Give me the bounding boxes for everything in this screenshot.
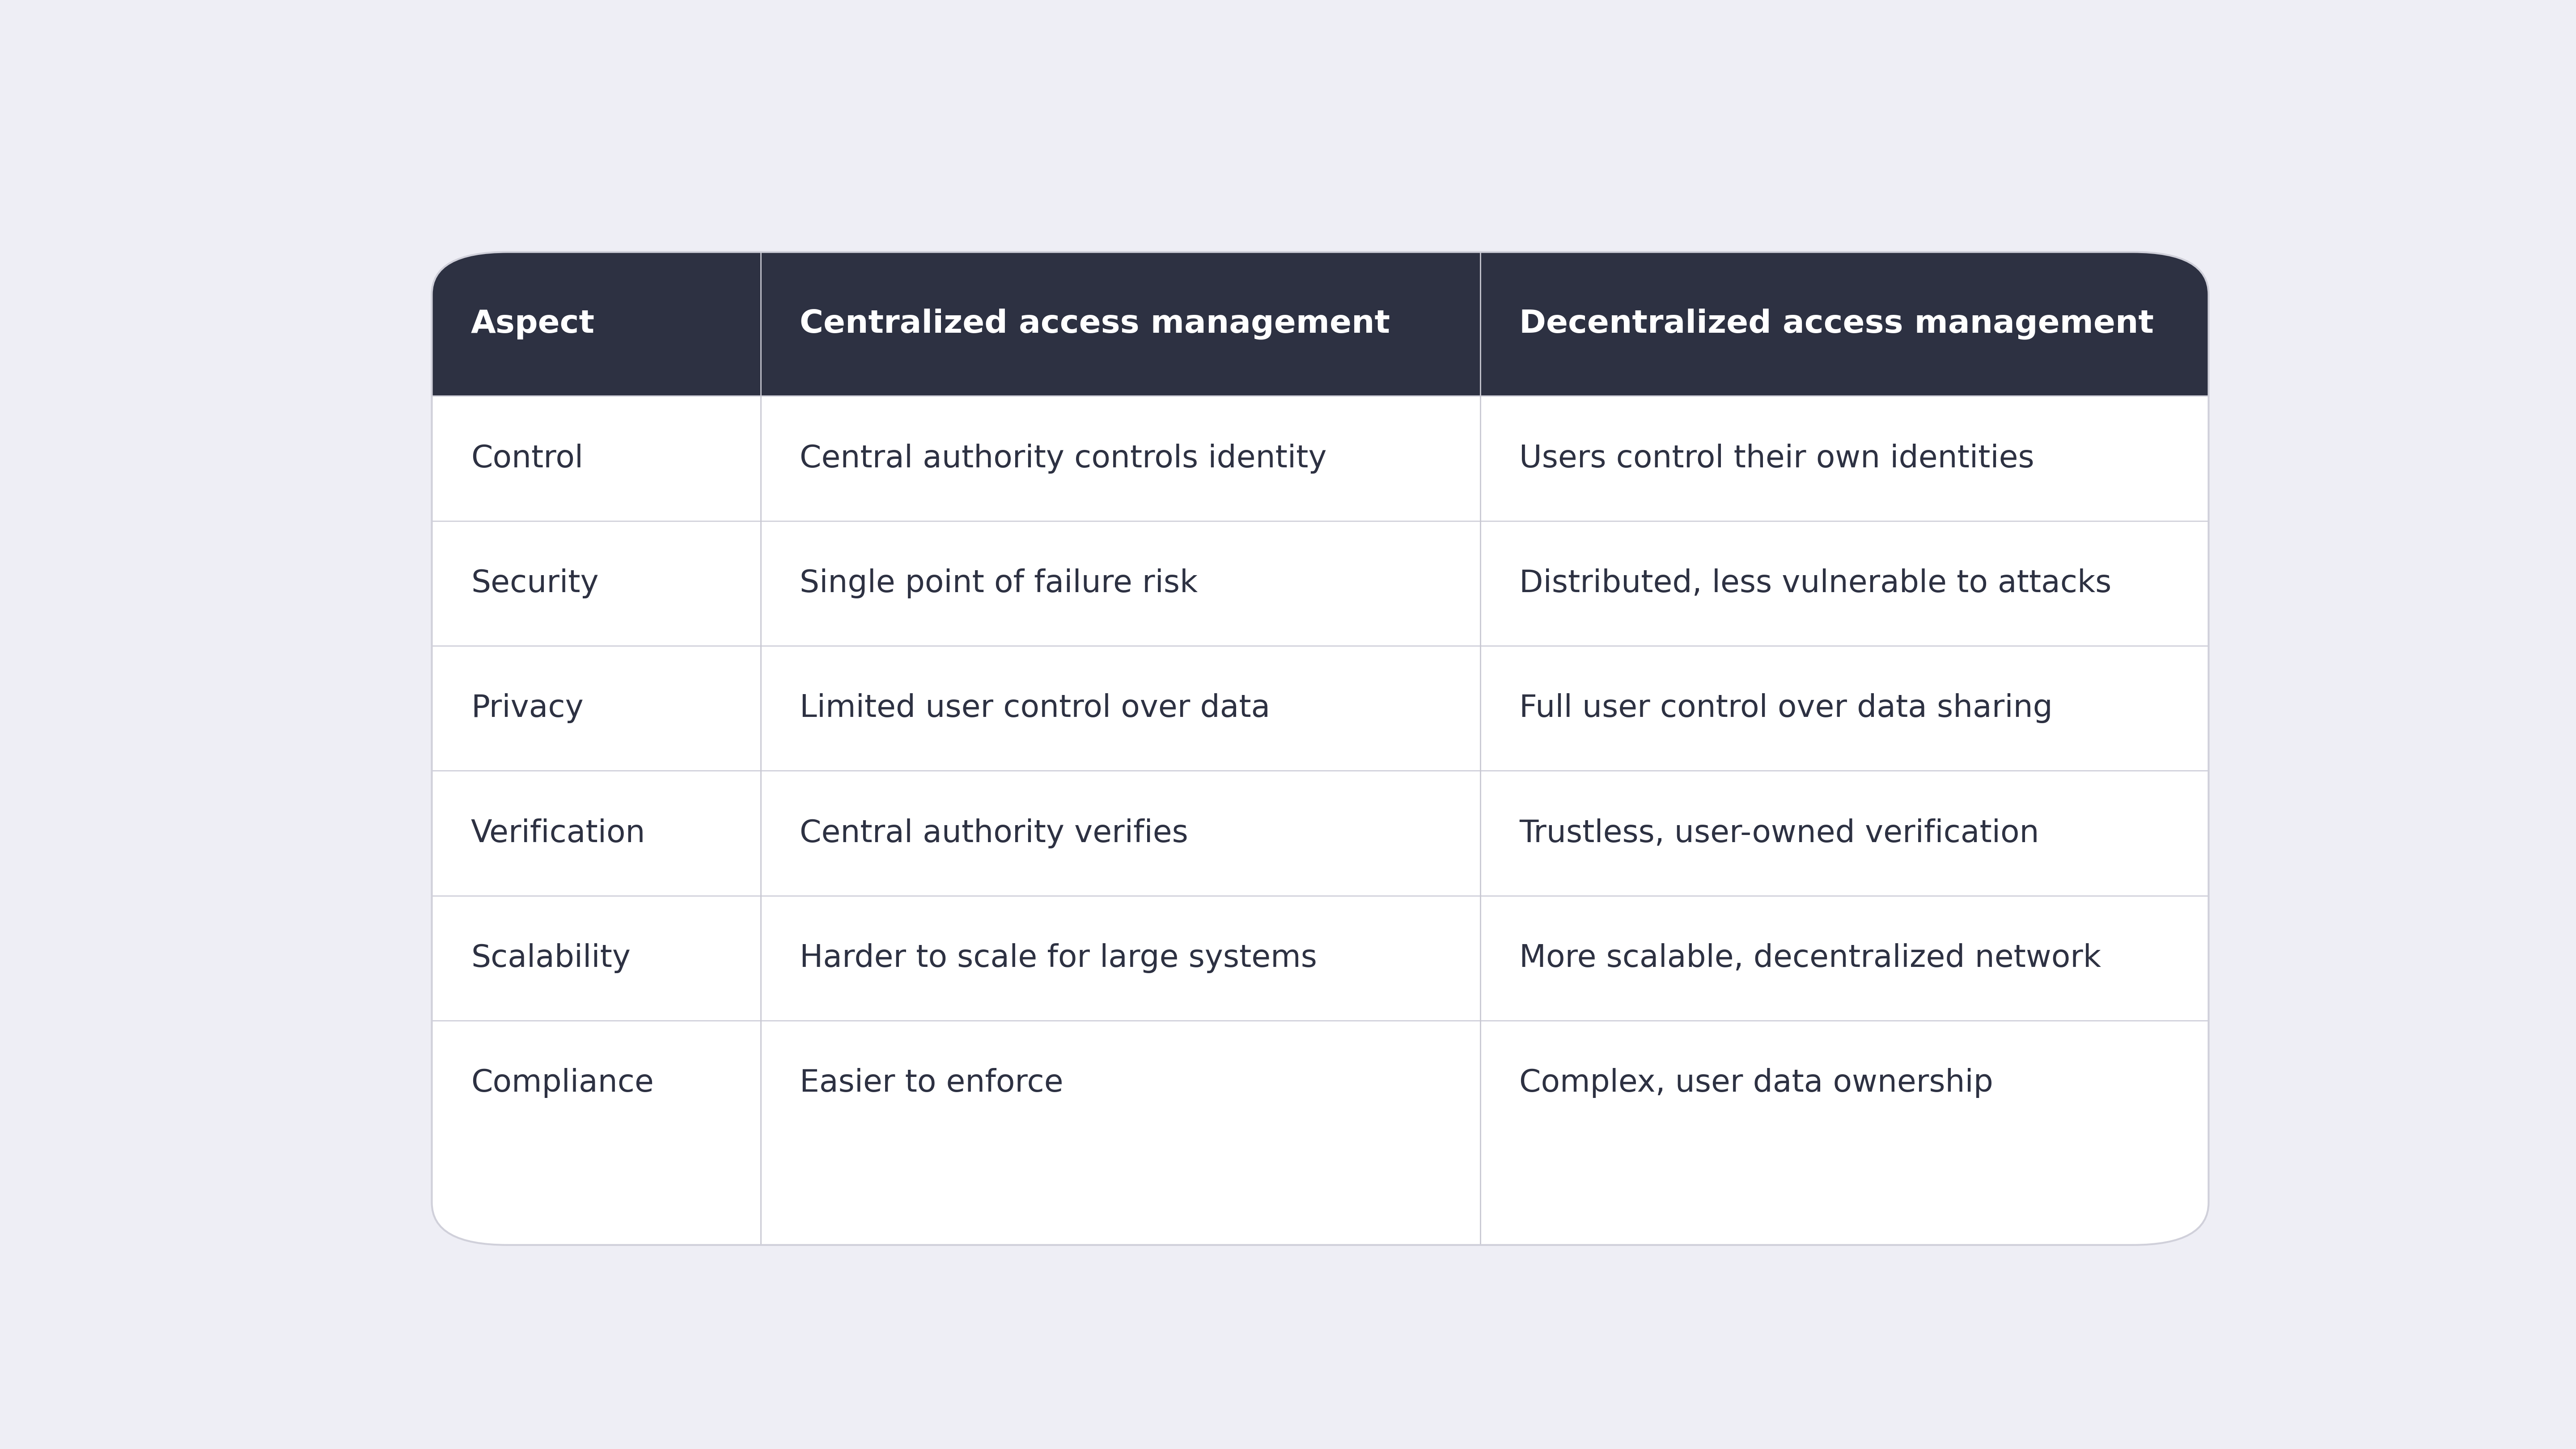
Text: Trustless, user-owned verification: Trustless, user-owned verification [1520,819,2040,848]
Text: Easier to enforce: Easier to enforce [799,1068,1064,1098]
Text: Security: Security [471,568,598,598]
Text: Harder to scale for large systems: Harder to scale for large systems [799,943,1316,974]
Text: More scalable, decentralized network: More scalable, decentralized network [1520,943,2102,974]
Text: Complex, user data ownership: Complex, user data ownership [1520,1068,1994,1098]
Bar [433,332,2208,396]
Text: Aspect: Aspect [471,309,595,339]
Text: Distributed, less vulnerable to attacks: Distributed, less vulnerable to attacks [1520,568,2112,598]
Text: Central authority verifies: Central authority verifies [799,819,1188,848]
Text: Single point of failure risk: Single point of failure risk [799,568,1198,598]
FancyBboxPatch shape [433,252,2208,1245]
FancyBboxPatch shape [433,252,2208,396]
Text: Scalability: Scalability [471,943,631,974]
Text: Limited user control over data: Limited user control over data [799,693,1270,723]
Text: Control: Control [471,443,582,474]
Text: Compliance: Compliance [471,1068,654,1098]
Text: Verification: Verification [471,819,647,848]
Text: Central authority controls identity: Central authority controls identity [799,443,1327,474]
Text: Users control their own identities: Users control their own identities [1520,443,2035,474]
Text: Centralized access management: Centralized access management [799,309,1391,339]
Text: Privacy: Privacy [471,693,585,723]
Text: Full user control over data sharing: Full user control over data sharing [1520,693,2053,723]
Text: Decentralized access management: Decentralized access management [1520,309,2154,339]
